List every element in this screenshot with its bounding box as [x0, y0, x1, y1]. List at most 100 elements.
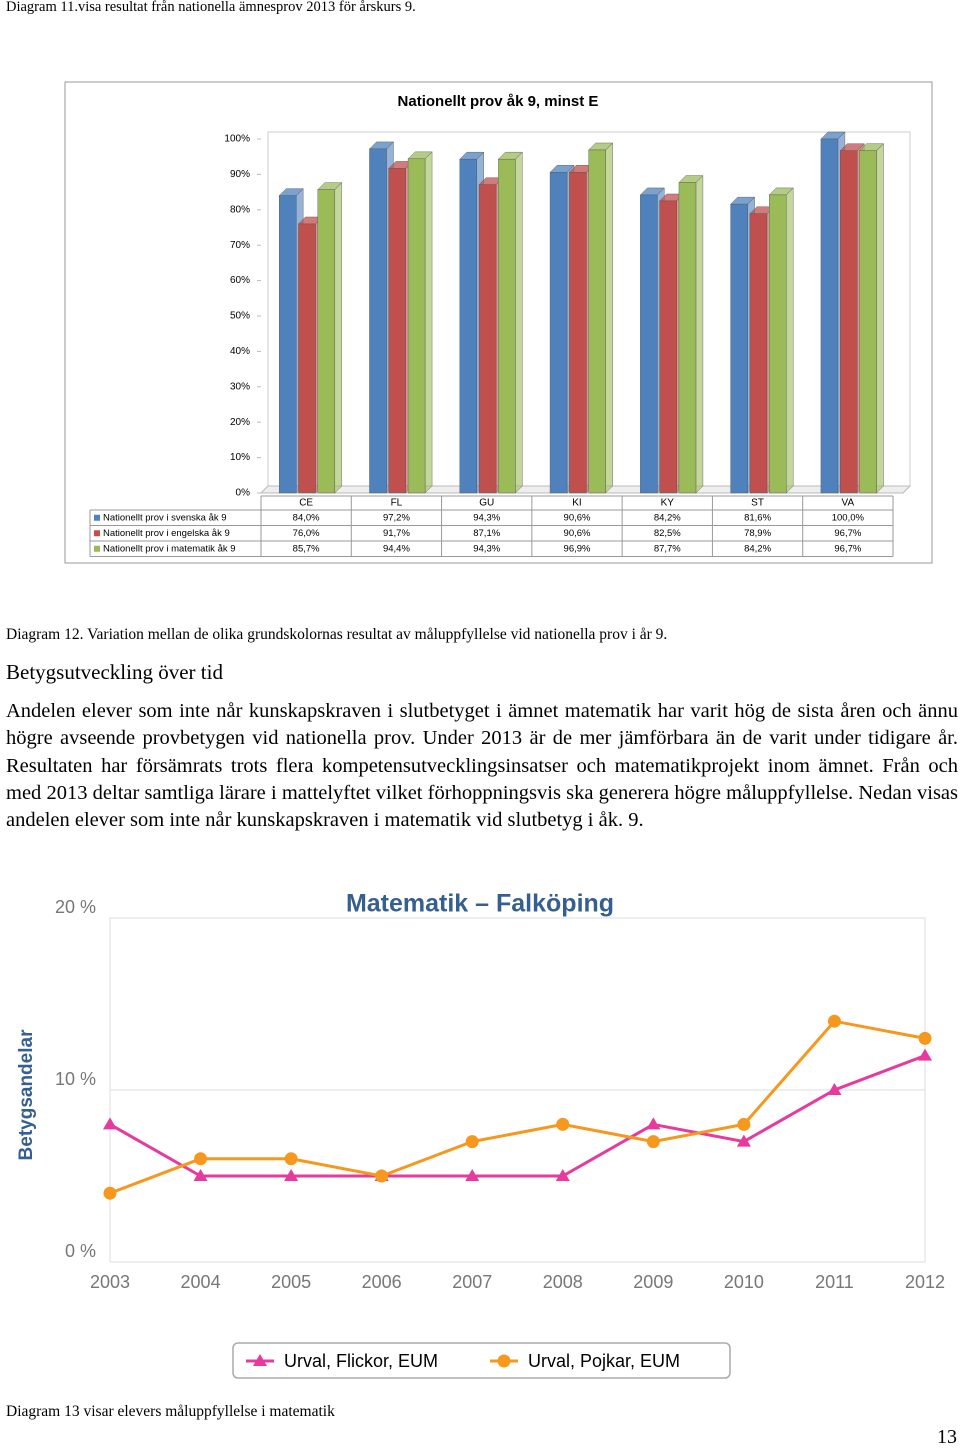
value-label: 96,7% — [834, 528, 861, 539]
marker — [918, 1048, 932, 1061]
bar-side — [605, 142, 613, 494]
y-axis-label: Betygsandelar — [16, 1029, 37, 1161]
line — [109, 1019, 926, 1195]
bar — [388, 168, 406, 494]
y-tick-label: 70% — [230, 240, 250, 251]
x-tick-label: KY — [661, 498, 675, 509]
y-tick-label: 0% — [236, 488, 251, 499]
bar — [840, 150, 858, 494]
x-tick-label: 2007 — [452, 1272, 492, 1292]
bar-side — [786, 187, 794, 494]
legend-label: Nationellt prov i svenska åk 9 — [103, 512, 227, 523]
value-label: 90,6% — [564, 528, 591, 539]
bar — [678, 182, 697, 494]
chart-title: Nationellt prov åk 9, minst E — [398, 93, 599, 110]
bar — [498, 158, 516, 494]
marker — [555, 1169, 570, 1181]
marker — [497, 1354, 511, 1368]
legend-label: Nationellt prov i engelska åk 9 — [103, 528, 230, 539]
bar-side — [695, 175, 704, 494]
y-tick-label: 60% — [230, 275, 250, 286]
value-label: 84,0% — [293, 512, 320, 523]
bar — [478, 184, 497, 494]
y-tick-label: 10 % — [55, 1069, 96, 1089]
value-label: 78,9% — [744, 528, 771, 539]
value-label: 82,5% — [654, 528, 681, 539]
marker — [556, 1117, 570, 1131]
marker — [103, 1186, 117, 1200]
x-tick-label: GU — [479, 498, 494, 509]
caption: Diagram 12. Variation mellan de olika gr… — [6, 626, 668, 643]
x-tick-label: VA — [842, 498, 855, 509]
x-tick-label: KI — [572, 498, 581, 509]
x-tick-label: FL — [391, 498, 403, 509]
x-tick-label: 2009 — [633, 1272, 673, 1292]
bar — [769, 194, 787, 494]
x-tick-label: CE — [299, 498, 313, 509]
bar — [640, 194, 658, 494]
legend-swatch — [94, 530, 100, 537]
value-label: 84,2% — [744, 543, 771, 554]
value-label: 87,7% — [654, 543, 681, 554]
legend-label: Nationellt prov i matematik åk 9 — [103, 543, 236, 554]
heading: Betygsutveckling över tid — [6, 660, 223, 684]
marker — [194, 1152, 208, 1166]
marker — [646, 1117, 661, 1130]
x-tick-label: 2004 — [181, 1272, 221, 1292]
marker — [284, 1169, 299, 1181]
bar — [730, 203, 748, 494]
value-label: 81,6% — [744, 512, 771, 523]
value-label: 76,0% — [293, 528, 320, 539]
legend-label: Urval, Pojkar, EUM — [528, 1351, 680, 1371]
y-tick-label: 100% — [224, 134, 250, 145]
chart-title: Matematik – Falköping — [346, 890, 614, 918]
value-label: 90,6% — [564, 512, 591, 523]
value-label: 94,3% — [473, 512, 500, 523]
marker — [375, 1169, 389, 1183]
y-tick-label: 20 % — [55, 897, 96, 917]
value-label: 96,9% — [564, 543, 591, 554]
bar — [459, 158, 477, 494]
y-tick-label: 80% — [230, 204, 250, 215]
bar — [369, 148, 387, 494]
x-tick-label: 2012 — [905, 1272, 945, 1292]
y-tick-label: 40% — [230, 346, 250, 357]
page-number: 13 — [937, 1426, 957, 1448]
marker — [465, 1135, 479, 1149]
bar — [549, 172, 568, 494]
bar — [317, 189, 335, 494]
bar-side — [876, 143, 884, 494]
marker — [103, 1117, 117, 1130]
y-tick-label: 90% — [230, 169, 250, 180]
x-tick-label: ST — [751, 498, 764, 509]
bar-side — [334, 182, 342, 494]
legend-label: Urval, Flickor, EUM — [284, 1351, 438, 1371]
marker — [736, 1134, 751, 1147]
bar — [407, 158, 426, 494]
caption: Diagram 13 visar elevers måluppfyllelse … — [6, 1403, 335, 1420]
bar-side — [424, 151, 433, 494]
y-tick-label: 10% — [230, 452, 250, 463]
value-label: 91,7% — [383, 528, 410, 539]
x-tick-label: 2005 — [271, 1272, 311, 1292]
bar — [749, 213, 768, 494]
x-tick-label: 2006 — [362, 1272, 402, 1292]
marker — [646, 1135, 660, 1149]
value-label: 100,0% — [832, 512, 865, 523]
x-tick-label: 2010 — [724, 1272, 764, 1292]
marker — [465, 1169, 480, 1181]
marker — [193, 1169, 208, 1181]
y-tick-label: 30% — [230, 381, 250, 392]
value-label: 84,2% — [654, 512, 681, 523]
value-label: 94,3% — [473, 543, 500, 554]
paragraph: Andelen elever som inte når kunskapskrav… — [6, 700, 958, 832]
x-tick-label: 2003 — [90, 1272, 130, 1292]
bar-side — [515, 151, 523, 494]
bar — [859, 150, 877, 494]
line — [109, 1054, 926, 1178]
value-label: 85,7% — [293, 543, 320, 554]
header: Diagram 11.visa resultat från nationella… — [6, 0, 416, 15]
legend-box — [232, 1342, 731, 1379]
value-label: 94,4% — [383, 543, 410, 554]
